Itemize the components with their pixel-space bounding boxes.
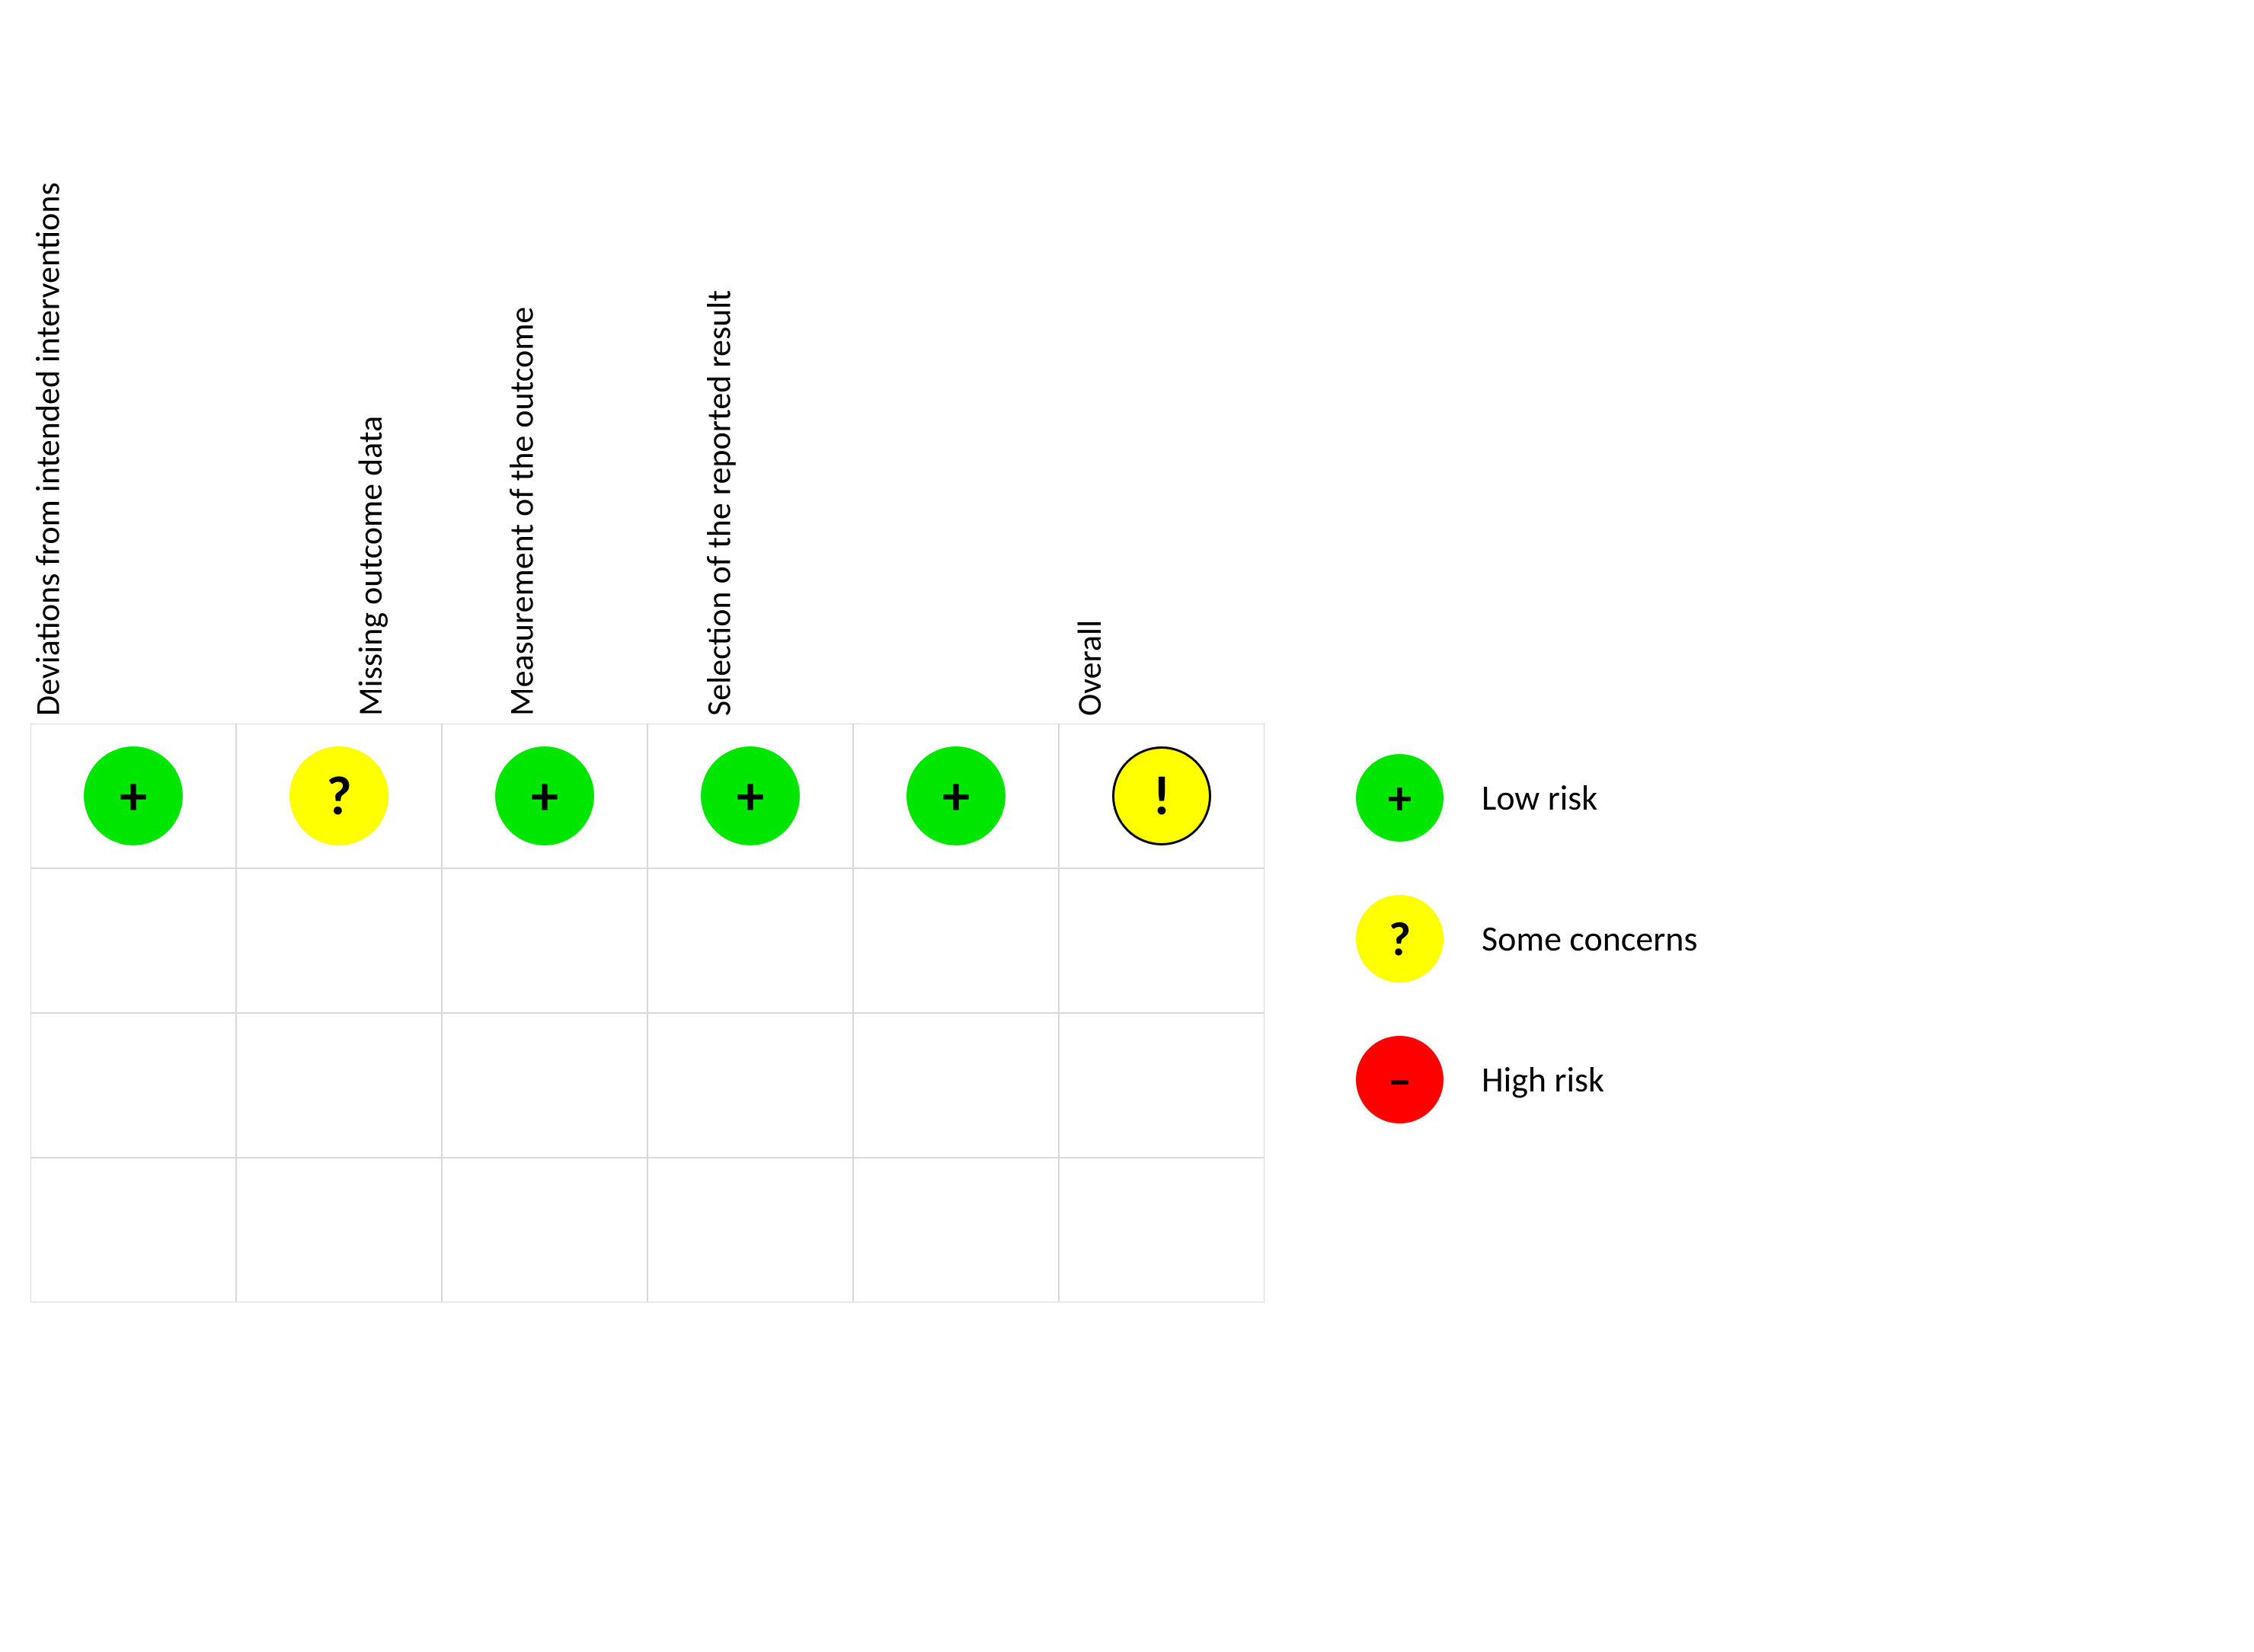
table-row — [30, 868, 1264, 1013]
risk-symbol: + — [120, 768, 147, 823]
table-body: +? + + +! — [30, 724, 1264, 1302]
risk-dot-some: ! — [1112, 746, 1211, 845]
table-cell — [853, 1158, 1059, 1302]
table-cell — [1059, 1158, 1264, 1302]
table-row — [30, 1158, 1264, 1302]
legend-dot: – — [1356, 1036, 1444, 1123]
table-cell — [1059, 868, 1264, 1013]
table-cell: ? — [236, 724, 442, 868]
column-header-sel: Selection of the reported result — [853, 61, 1059, 724]
legend-symbol: – — [1388, 1056, 1412, 1104]
table-cell — [442, 868, 647, 1013]
table-cell: ! — [1059, 724, 1264, 868]
table-cell: + — [853, 724, 1059, 868]
legend-symbol: + — [1388, 774, 1412, 822]
grid-area: Randomization processDeviations from int… — [30, 61, 1264, 1302]
table-cell: + — [647, 724, 853, 868]
legend-label: Low risk — [1482, 777, 1597, 820]
risk-symbol: ! — [1153, 768, 1170, 823]
risk-dot-low: + — [495, 746, 594, 845]
table-cell — [1059, 1013, 1264, 1158]
legend-item: – High risk — [1356, 1036, 1697, 1123]
legend-symbol: ? — [1389, 915, 1411, 963]
table-cell: + — [30, 724, 236, 868]
table-cell — [236, 868, 442, 1013]
table-cell — [442, 1013, 647, 1158]
column-header-miss: Missing outcome data — [442, 61, 647, 724]
column-headers: Randomization processDeviations from int… — [30, 61, 1264, 724]
risk-symbol: + — [531, 768, 558, 823]
column-header-label: Selection of the reported result — [698, 290, 739, 724]
table-cell — [236, 1158, 442, 1302]
legend-label: High risk — [1482, 1059, 1604, 1101]
legend-item: + Low risk — [1356, 754, 1697, 842]
column-header-label: Measurement of the outcome — [500, 307, 542, 724]
table-cell — [30, 868, 236, 1013]
column-header-meas: Measurement of the outcome — [647, 61, 853, 724]
risk-symbol: + — [737, 768, 764, 823]
risk-symbol: ? — [326, 768, 351, 823]
table-cell — [236, 1013, 442, 1158]
risk-dot-low: + — [701, 746, 800, 845]
legend: + Low risk? Some concerns – High risk — [1356, 61, 1697, 1123]
legend-label: Some concerns — [1482, 918, 1697, 960]
column-header-ovr: Overall — [1059, 61, 1264, 724]
table-row: +? + + +! — [30, 724, 1264, 868]
risk-dot-some: ? — [289, 746, 388, 845]
legend-item: ? Some concerns — [1356, 895, 1697, 983]
table-cell — [30, 1158, 236, 1302]
table-cell — [647, 1158, 853, 1302]
table-cell — [647, 868, 853, 1013]
table-cell: + — [442, 724, 647, 868]
table-cell — [853, 1013, 1059, 1158]
table-row — [30, 1013, 1264, 1158]
column-header-label: Missing outcome data — [350, 416, 391, 724]
table-cell — [853, 868, 1059, 1013]
risk-symbol: + — [942, 768, 970, 823]
table-cell — [30, 1013, 236, 1158]
column-header-label: Deviations from intended interventions — [27, 182, 69, 724]
table-cell — [647, 1013, 853, 1158]
column-header-dev: Deviations from intended interventions — [236, 61, 442, 724]
risk-dot-low: + — [84, 746, 183, 845]
legend-dot: ? — [1356, 895, 1444, 983]
table-cell — [442, 1158, 647, 1302]
risk-dot-low: + — [906, 746, 1006, 845]
risk-of-bias-chart: Randomization processDeviations from int… — [30, 61, 2224, 1302]
column-header-label: Overall — [1069, 620, 1110, 724]
legend-dot: + — [1356, 754, 1444, 842]
